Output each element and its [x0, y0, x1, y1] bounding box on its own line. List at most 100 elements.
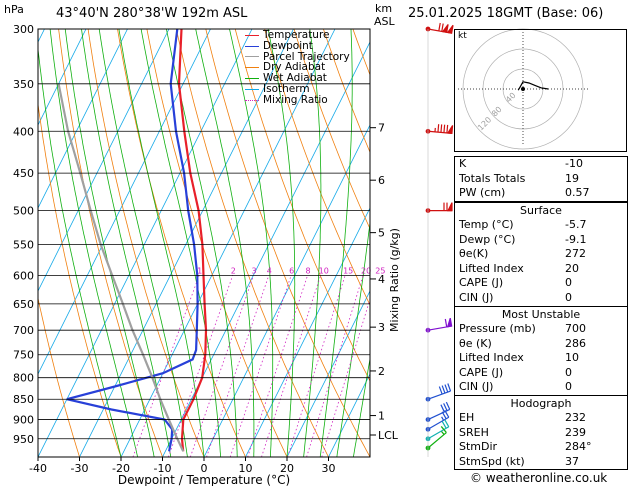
km-tick-label: 7 — [378, 122, 385, 135]
km-tick-label: LCL — [378, 429, 399, 442]
surface-cin-row: CIN (J) 0 — [459, 290, 572, 304]
isotherm-line — [286, 290, 370, 457]
km-label: km — [375, 2, 393, 15]
stmspd-row: StmSpd (kt) 37 — [459, 454, 579, 468]
mu-pressure-row: Pressure (mb) 700 — [459, 322, 586, 335]
isotherm-line — [328, 373, 370, 457]
pressure-tick-label: 850 — [13, 393, 34, 406]
dewpoint-line — [66, 29, 199, 452]
legend-item: Temperature — [245, 30, 350, 41]
isotherm-line — [0, 29, 3, 457]
dry-adiabat-line — [293, 29, 370, 230]
wind-barb — [425, 419, 450, 442]
pressure-tick-label: 700 — [13, 324, 34, 337]
mixing-ratio-axis-label: Mixing Ratio (g/kg) — [388, 228, 401, 332]
mu-cape-row: CAPE (J) 0 — [459, 365, 572, 379]
wind-barb — [425, 383, 452, 402]
x-tick-label: 0 — [201, 462, 208, 475]
legend-item: Parcel Trajectory — [245, 50, 350, 63]
isotherm-line — [245, 207, 370, 457]
legend-label: Isotherm — [263, 82, 310, 95]
pressure-tick-label: 650 — [13, 298, 34, 311]
wind-barb-flag — [444, 384, 449, 393]
asl-label: ASL — [374, 15, 395, 28]
legend-swatch — [245, 56, 259, 58]
wind-barb-staff — [427, 432, 447, 449]
surface-li-row: Lifted Index 20 — [459, 261, 579, 275]
wind-barb-staff — [427, 416, 450, 430]
surface-temp-row: Temp (°C) -5.7 — [459, 218, 587, 231]
pressure-tick-label: 750 — [13, 349, 34, 362]
legend-label: Dry Adiabat — [263, 61, 326, 74]
wind-barb-pennant — [446, 317, 453, 328]
parcel-trajectory-line — [57, 83, 185, 452]
most-unstable-title: Most Unstable — [501, 308, 581, 321]
legend-swatch — [245, 99, 259, 101]
legend-label: Wet Adiabat — [263, 72, 327, 85]
most-unstable-panel: Most Unstable Pressure (mb) 700 θe (K) 286… — [454, 306, 628, 396]
wind-barb-flag — [444, 318, 448, 328]
wind-barb-staff — [427, 426, 450, 440]
mixing-ratio-label: 2 — [231, 266, 236, 275]
wind-barb-half-flag — [441, 431, 445, 435]
mixing-ratio-label: 6 — [289, 266, 294, 275]
legend-label: Parcel Trajectory — [263, 50, 350, 63]
datetime-title: 25.01.2025 18GMT (Base: 06) — [408, 6, 604, 21]
wind-barb-flag — [441, 411, 447, 420]
sreh-row: SREH 239 — [459, 425, 586, 439]
hodograph-trace — [517, 81, 549, 91]
wind-barb-flag — [440, 426, 447, 433]
wind-barb-flag — [443, 124, 446, 133]
mixing-ratio-line — [132, 275, 200, 457]
legend-item: Isotherm — [245, 84, 350, 95]
mu-li-row: Lifted Index 10 — [459, 351, 579, 365]
wind-barb-flag — [440, 404, 445, 413]
pressure-tick-label: 550 — [13, 238, 34, 251]
legend-item: Dry Adiabat — [245, 62, 350, 73]
mu-theta-row: θe (K) 286 — [459, 336, 586, 350]
mixing-ratio-line — [287, 275, 346, 457]
hodograph-storm-motion — [521, 87, 525, 91]
legend-swatch — [245, 45, 259, 47]
wind-barb-flag — [438, 386, 443, 395]
mixing-ratio-label: 4 — [267, 266, 272, 275]
wind-barb-staff — [427, 408, 451, 421]
km-tick-label: 3 — [378, 321, 385, 334]
hodograph-title: Hodograph — [510, 397, 572, 410]
pressure-tick-label: 450 — [13, 167, 34, 180]
wind-barb-flag — [437, 124, 440, 133]
wind-barb-pennant — [447, 202, 453, 212]
legend-swatch — [245, 67, 259, 69]
wind-barb-flag — [441, 23, 444, 32]
legend-swatch — [245, 34, 259, 36]
x-tick-label: -30 — [71, 462, 89, 475]
legend-swatch — [245, 88, 259, 90]
wind-barb-flag — [441, 385, 446, 394]
wind-barb — [425, 22, 454, 34]
wind-barb-flag — [441, 421, 447, 429]
legend-item: Mixing Ratio — [245, 93, 350, 106]
surface-cape-row: CAPE (J) 0 — [459, 276, 572, 290]
wind-barb-pennant — [441, 24, 449, 33]
location-title: 43°40'N 280°38'W 192m ASL — [56, 6, 248, 21]
pressure-tick-label: 900 — [13, 414, 34, 427]
km-tick-label: 4 — [378, 273, 385, 286]
legend-label: Mixing Ratio — [263, 93, 328, 106]
indices-panel: K -10 Totals Totals 19 PW (cm) 0.57 — [454, 156, 628, 202]
wind-barb — [425, 124, 454, 135]
pw-row: PW (cm) 0.57 — [459, 186, 590, 200]
mixing-ratio-line — [189, 275, 254, 457]
stmdir-row: StmDir 284° — [459, 440, 592, 454]
wind-barb-pennant — [446, 24, 454, 34]
pressure-tick-label: 500 — [13, 205, 34, 218]
wind-barb-flag — [444, 419, 450, 428]
x-tick-label: 30 — [322, 462, 336, 475]
km-tick-label: 5 — [378, 227, 385, 240]
mixing-ratio-label: 8 — [306, 266, 311, 275]
wind-barb-pennant — [446, 125, 454, 135]
x-tick-label: 10 — [239, 462, 253, 475]
dry-adiabat-line — [323, 29, 370, 154]
wind-barb-half-flag — [441, 416, 445, 421]
pressure-tick-label: 600 — [13, 269, 34, 282]
